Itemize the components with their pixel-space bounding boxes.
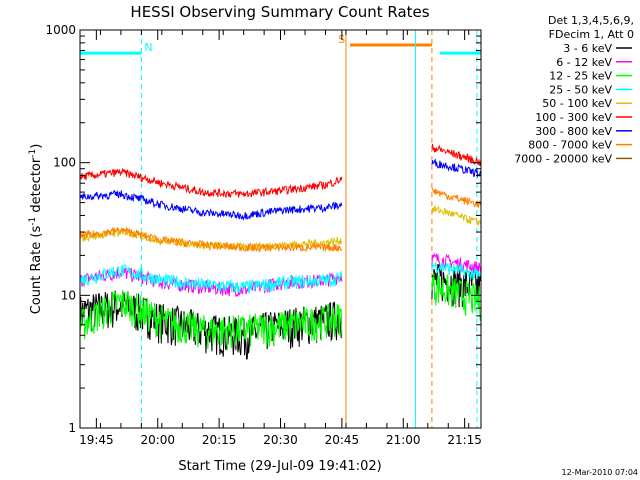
- x-tick-label: 21:15: [447, 433, 482, 447]
- y-axis-label: Count Rate (s-1 detector-1): [28, 144, 44, 315]
- legend-header-line-2: FDecim 1, Att 0: [549, 28, 634, 41]
- x-tick-label: 21:00: [386, 433, 421, 447]
- series-line: [431, 187, 482, 208]
- y-axis: 1 10 100 1000: [45, 23, 481, 435]
- legend-header-line-1: Det 1,3,4,5,6,9,: [548, 14, 634, 27]
- legend-entry-label: 12 - 25 keV: [549, 70, 612, 83]
- series-line: [79, 190, 343, 221]
- legend-entry-label: 300 - 800 keV: [535, 125, 612, 138]
- chart-title: HESSI Observing Summary Count Rates: [130, 3, 429, 21]
- y-tick-label: 1: [68, 421, 76, 435]
- footer-timestamp: 12-Mar-2010 07:04: [562, 468, 639, 477]
- legend-entry-label: 100 - 300 keV: [535, 111, 612, 124]
- x-tick-label: 20:00: [140, 433, 175, 447]
- legend-entry-label: 7000 - 20000 keV: [514, 152, 612, 165]
- x-tick-label: 20:15: [202, 433, 237, 447]
- x-axis-label: Start Time (29-Jul-09 19:41:02): [178, 459, 381, 474]
- legend-entry-label: 3 - 6 keV: [563, 42, 612, 55]
- x-tick-label: 20:30: [263, 433, 298, 447]
- series-line: [431, 261, 482, 281]
- marker-label: N: [144, 41, 152, 54]
- series-line: [431, 144, 482, 166]
- series-line: [79, 264, 343, 294]
- legend-entry-label: 50 - 100 keV: [542, 97, 612, 110]
- series-line: [431, 158, 482, 179]
- plot-area: NS: [79, 30, 482, 428]
- plot-frame: [79, 29, 482, 429]
- y-tick-label: 1000: [45, 23, 76, 37]
- series-line: [79, 227, 343, 254]
- series-line: [79, 290, 343, 351]
- y-tick-label: 100: [53, 156, 76, 170]
- x-tick-label: 20:45: [325, 433, 360, 447]
- legend-entry-label: 25 - 50 keV: [549, 83, 612, 96]
- y-tick-label: 10: [61, 288, 76, 302]
- legend-entry-label: 800 - 7000 keV: [528, 139, 612, 152]
- series-line: [431, 272, 482, 322]
- legend: Det 1,3,4,5,6,9, FDecim 1, Att 0 3 - 6 k…: [514, 14, 634, 165]
- legend-entry-label: 6 - 12 keV: [556, 56, 612, 69]
- x-tick-label: 19:45: [79, 433, 114, 447]
- x-axis: 19:45 20:00 20:15 20:30 20:45 21:00 21:15: [79, 30, 482, 447]
- series-line: [79, 167, 343, 199]
- series-line: [431, 205, 482, 227]
